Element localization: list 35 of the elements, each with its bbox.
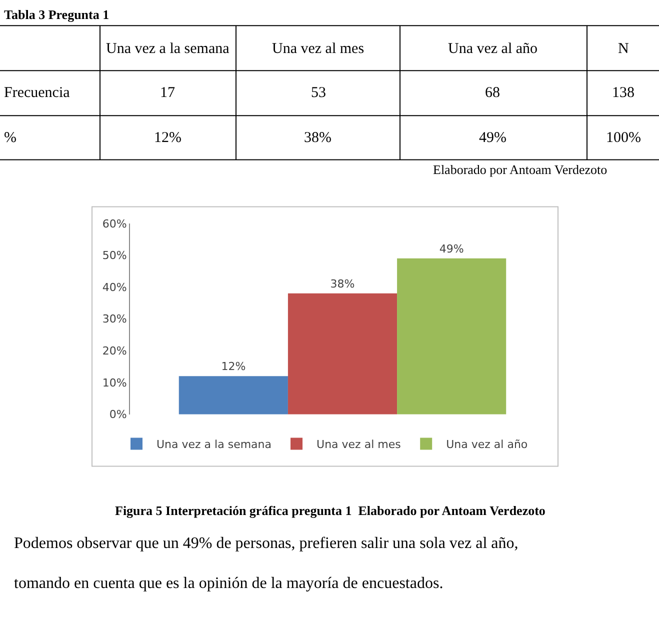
data-label: 49%	[439, 242, 464, 256]
bar	[288, 293, 398, 414]
text: 49%	[479, 130, 506, 146]
y-tick-label: 20%	[102, 344, 127, 358]
text: Tabla 3 Pregunta 1	[4, 7, 110, 22]
text: Una vez a la semana	[106, 41, 230, 57]
text: Figura 5 Interpretación gráfica pregunta 1 Elaborado por Antoam Verdezoto	[115, 503, 546, 518]
text: Podemos observar que un 49% de personas, prefieren salir una sola vez al año,	[14, 535, 518, 552]
text: 100%	[606, 130, 641, 146]
text: 12%	[154, 130, 182, 146]
text: Frecuencia	[4, 85, 70, 101]
y-tick-label: 40%	[102, 280, 127, 294]
legend-label: Una vez al mes	[316, 438, 402, 452]
text: 138	[612, 85, 634, 101]
y-tick-label: 10%	[102, 376, 127, 390]
data-label: 38%	[330, 277, 355, 290]
y-tick-label: 60%	[102, 217, 127, 230]
text: 17	[160, 85, 176, 101]
text: 68	[485, 85, 500, 101]
text: N	[618, 41, 629, 57]
y-tick-label: 0%	[109, 408, 127, 422]
text: 38%	[304, 130, 332, 146]
legend-label: Una vez a la semana	[156, 438, 272, 452]
text: tomando en cuenta que es la opinión de la mayoría de encuestados.	[14, 575, 444, 592]
y-tick-label: 50%	[102, 249, 127, 262]
bar	[397, 258, 506, 414]
text: %	[4, 130, 16, 146]
data-label: 12%	[221, 360, 246, 374]
text: Elaborado por Antoam Verdezoto	[433, 162, 608, 177]
text: 53	[311, 85, 326, 101]
bar	[178, 376, 288, 414]
y-tick-label: 30%	[102, 312, 127, 326]
legend-label: Una vez al año	[446, 438, 528, 452]
text: Una vez al año	[448, 41, 538, 57]
text: Una vez al mes	[272, 41, 364, 57]
